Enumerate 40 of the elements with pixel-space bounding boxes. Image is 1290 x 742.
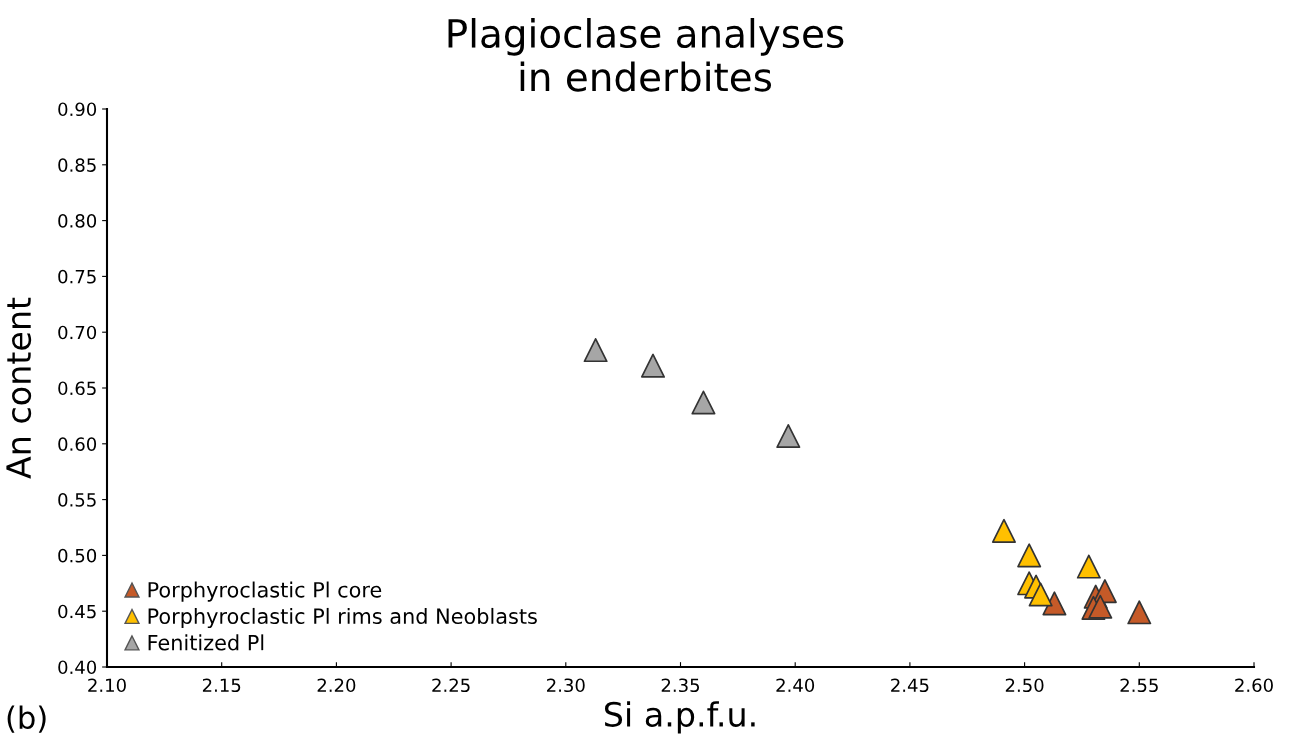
y-tick-label: 0.50 [58, 548, 97, 563]
x-tick-label: 2.45 [891, 678, 929, 693]
point [1088, 594, 1113, 619]
point [1042, 591, 1067, 616]
x-tick-label: 2.20 [317, 678, 356, 693]
y-tick-label: 0.45 [58, 604, 96, 619]
y-tick-label: 0.75 [58, 269, 96, 284]
x-tick-label: 2.35 [661, 678, 700, 693]
legend-label: Porphyroclastic Pl rims and Neoblasts [148, 607, 537, 629]
x-tick-label: 2.50 [1005, 678, 1044, 693]
y-tick-label: 0.90 [58, 102, 97, 117]
point [1127, 600, 1152, 625]
x-tick-label: 2.55 [1120, 678, 1158, 693]
y-tick-label: 0.70 [58, 325, 97, 340]
point [583, 338, 608, 363]
legend-label: Porphyroclastic Pl core [148, 581, 382, 602]
point [640, 353, 666, 378]
y-tick-label: 0.65 [58, 381, 96, 396]
point [1028, 582, 1053, 607]
point [776, 423, 801, 449]
text: (b) [7, 705, 46, 733]
point [991, 518, 1016, 543]
x-tick-label: 2.60 [1235, 678, 1273, 693]
y-tick-label: 0.80 [58, 214, 97, 228]
y-tick-label: 0.85 [58, 158, 96, 172]
point [691, 390, 716, 415]
point [1017, 543, 1042, 568]
chart-title: Plagioclase analyses in enderbites [448, 18, 844, 92]
x-tick-label: 2.30 [547, 678, 585, 693]
y-tick-label: 0.40 [58, 660, 97, 675]
x-tick-label: 2.25 [432, 678, 470, 693]
x-axis-title: Si a.p.f.u. [604, 701, 755, 734]
x-tick-label: 2.40 [776, 678, 815, 693]
y-tick-label: 0.55 [58, 493, 96, 507]
y-axis-title: An content [6, 297, 32, 479]
y-tick-label: 0.60 [58, 437, 97, 451]
x-tick-label: 2.10 [88, 678, 126, 693]
point [1076, 554, 1101, 579]
x-tick-label: 2.15 [202, 678, 241, 693]
legend-label: Fenitized Pl [148, 634, 264, 651]
